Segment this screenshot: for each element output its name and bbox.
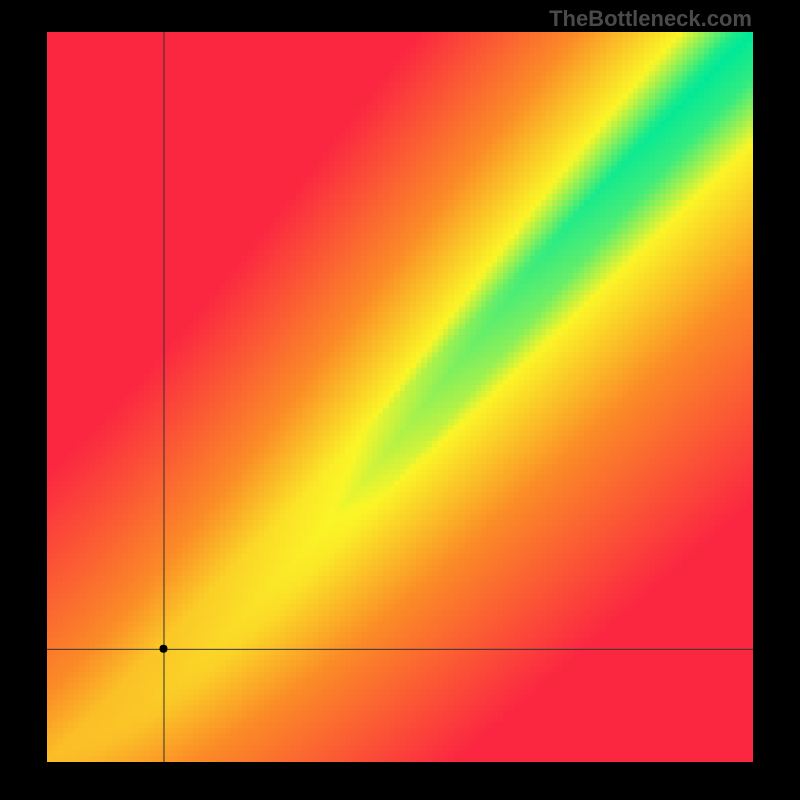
watermark-text: TheBottleneck.com — [549, 6, 752, 32]
heatmap-plot — [47, 32, 753, 762]
heatmap-canvas — [47, 32, 753, 762]
chart-container: TheBottleneck.com — [0, 0, 800, 800]
